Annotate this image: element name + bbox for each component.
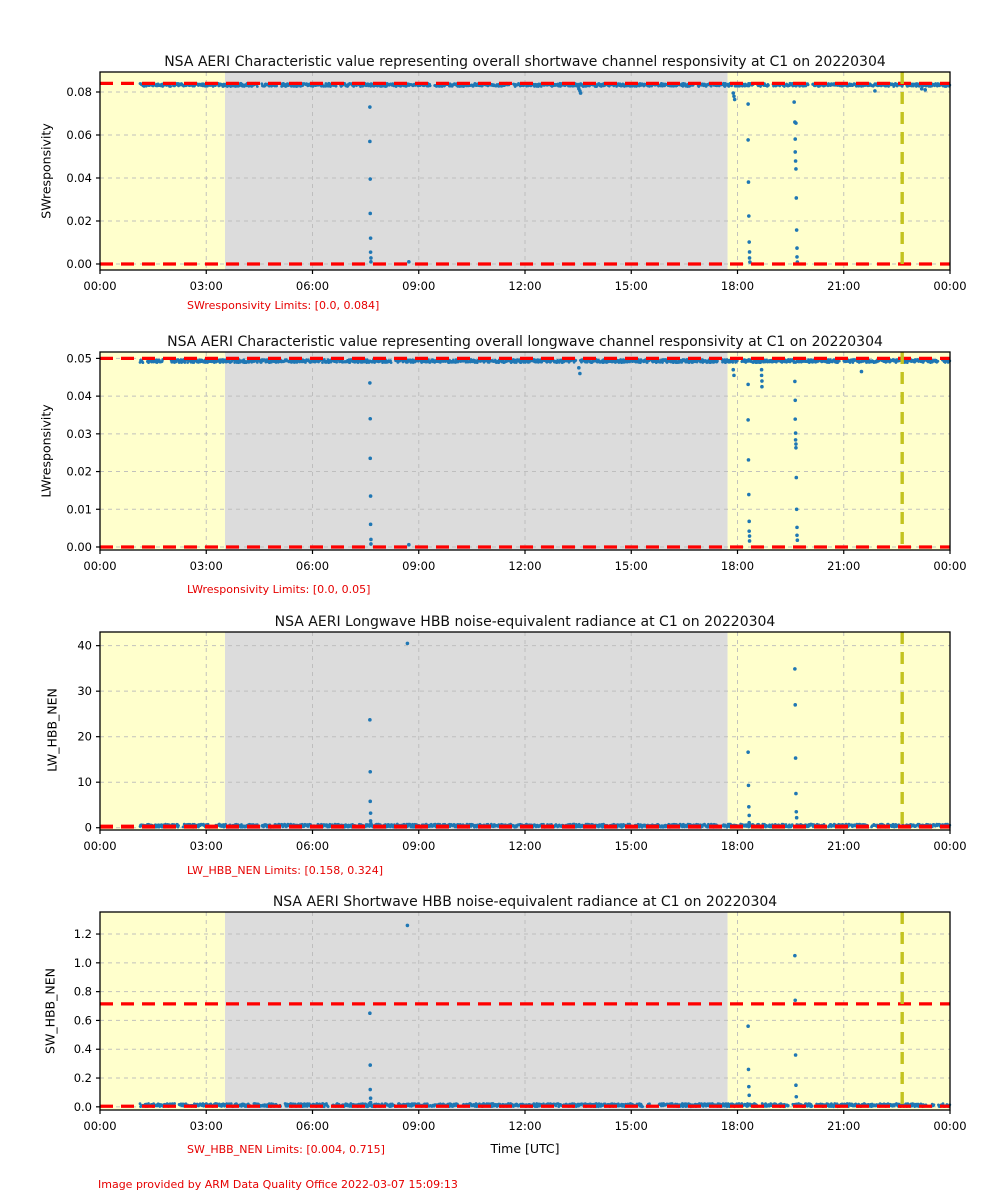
svg-text:0.01: 0.01: [66, 502, 92, 516]
svg-text:21:00: 21:00: [827, 279, 860, 293]
svg-text:15:00: 15:00: [615, 559, 648, 573]
svg-text:00:00: 00:00: [83, 279, 116, 293]
svg-text:10: 10: [77, 775, 92, 789]
panel-2-title: NSA AERI Characteristic value representi…: [167, 334, 883, 350]
svg-text:0.04: 0.04: [66, 389, 92, 403]
panel-4-plot: 00:00 03:00 06:00 09:00 12:00 15:00 18:00 21:00…: [74, 911, 967, 1133]
footer-credit: Image provided by ARM Data Quality Offic…: [98, 1178, 458, 1191]
svg-text:00:00: 00:00: [933, 839, 966, 853]
panel-4-yaxis-label: SW_HBB_NEN: [42, 968, 58, 1054]
panel-4-limits-label: SW_HBB_NEN Limits: [0.004, 0.715]: [187, 1143, 385, 1156]
panel-3-yaxis-label: LW_HBB_NEN: [44, 688, 60, 772]
svg-text:0.02: 0.02: [66, 465, 92, 479]
svg-text:00:00: 00:00: [83, 839, 116, 853]
panel-1-title: NSA AERI Characteristic value representi…: [164, 54, 886, 70]
svg-text:15:00: 15:00: [615, 839, 648, 853]
svg-text:0.03: 0.03: [66, 427, 92, 441]
svg-text:09:00: 09:00: [402, 559, 435, 573]
svg-text:18:00: 18:00: [721, 839, 754, 853]
svg-text:12:00: 12:00: [508, 559, 541, 573]
panel-1-plot: 00:00 03:00 06:00 09:00 12:00 15:00 18:00 21:00…: [66, 71, 967, 293]
panel-3-limits-label: LW_HBB_NEN Limits: [0.158, 0.324]: [187, 864, 384, 877]
svg-text:18:00: 18:00: [721, 279, 754, 293]
svg-text:30: 30: [77, 684, 92, 698]
panel-3-plot: 00:00 03:00 06:00 09:00 12:00 15:00 18:00 21:00…: [77, 631, 967, 853]
svg-text:0.04: 0.04: [66, 171, 92, 185]
svg-text:0.05: 0.05: [66, 351, 92, 365]
svg-text:06:00: 06:00: [296, 839, 329, 853]
svg-text:21:00: 21:00: [827, 559, 860, 573]
panel-1-yaxis-label: SWresponsivity: [38, 123, 54, 219]
svg-text:0: 0: [85, 821, 92, 835]
svg-text:0.08: 0.08: [66, 85, 92, 99]
svg-text:03:00: 03:00: [190, 559, 223, 573]
svg-text:12:00: 12:00: [508, 839, 541, 853]
time-axis-label: Time [UTC]: [490, 1141, 560, 1156]
svg-text:0.06: 0.06: [66, 128, 92, 142]
svg-text:18:00: 18:00: [721, 559, 754, 573]
panel-4-title: NSA AERI Shortwave HBB noise-equivalent …: [272, 894, 778, 910]
svg-text:0.00: 0.00: [66, 540, 92, 554]
svg-text:09:00: 09:00: [402, 839, 435, 853]
svg-text:00:00: 00:00: [933, 279, 966, 293]
svg-text:20: 20: [77, 730, 92, 744]
svg-text:12:00: 12:00: [508, 279, 541, 293]
svg-text:03:00: 03:00: [190, 839, 223, 853]
svg-text:03:00: 03:00: [190, 279, 223, 293]
svg-text:0.02: 0.02: [66, 214, 92, 228]
panel-2-plot: 00:00 03:00 06:00 09:00 12:00 15:00 18:00 21:00…: [66, 351, 967, 573]
svg-text:06:00: 06:00: [296, 559, 329, 573]
panel-3-title: NSA AERI Longwave HBB noise-equivalent r…: [274, 614, 776, 630]
svg-text:09:00: 09:00: [402, 279, 435, 293]
svg-text:00:00: 00:00: [933, 559, 966, 573]
svg-text:40: 40: [77, 639, 92, 653]
svg-text:0.00: 0.00: [66, 257, 92, 271]
panel-2-limits-label: LWresponsivity Limits: [0.0, 0.05]: [187, 583, 371, 596]
svg-text:15:00: 15:00: [615, 279, 648, 293]
svg-text:06:00: 06:00: [296, 279, 329, 293]
panel-2-yaxis-label: LWresponsivity: [38, 404, 54, 498]
svg-text:21:00: 21:00: [827, 839, 860, 853]
panel-1-limits-label: SWresponsivity Limits: [0.0, 0.084]: [187, 299, 380, 312]
svg-text:00:00: 00:00: [83, 559, 116, 573]
